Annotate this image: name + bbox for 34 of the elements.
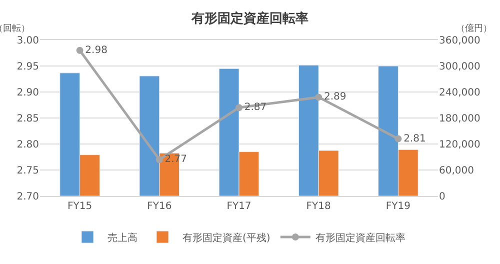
x-tick-label: FY18: [306, 201, 331, 212]
legend-label: 有形固定資産回転率: [315, 232, 406, 244]
point: [76, 46, 84, 54]
y2-tick-label: 120,000: [439, 140, 480, 150]
y2-tick-label: 360,000: [439, 36, 480, 46]
y2-tick-label: 240,000: [439, 88, 480, 98]
text: 2.85: [16, 114, 39, 124]
legend-label: 有形固定資産(平残): [182, 232, 270, 244]
chart-title: 有形固定資産回転率: [190, 10, 308, 26]
text: 2.70: [16, 192, 39, 202]
y2-tick-label: 300,000: [439, 62, 480, 72]
point: [315, 94, 322, 101]
data-label: 2.87: [244, 102, 267, 114]
text: 2.90: [16, 88, 39, 98]
text: 2.75: [16, 166, 39, 176]
x-tick-label: FY16: [147, 201, 172, 212]
text: 3.00: [16, 36, 39, 46]
data-label: 2.81: [404, 133, 426, 144]
y2-axis-title: （億円）: [456, 23, 492, 34]
x-tick-label: FY15: [68, 201, 92, 212]
x-tick-label: FY19: [386, 201, 410, 212]
x-tick-label: FY17: [226, 201, 252, 212]
text: 2.95: [16, 62, 39, 72]
y2-tick-label: 0: [439, 192, 446, 202]
data-label: 2.98: [85, 44, 108, 56]
point: [156, 156, 163, 164]
y-axis-title: （回転）: [0, 23, 30, 34]
data-label: 2.89: [324, 92, 346, 103]
point: [236, 104, 242, 112]
point: [394, 135, 402, 142]
legend-label: 売上高: [108, 232, 138, 244]
y2-tick-label: 180,000: [439, 114, 480, 124]
text: 2.80: [16, 140, 39, 150]
y2-tick-label: 60,000: [439, 166, 474, 176]
